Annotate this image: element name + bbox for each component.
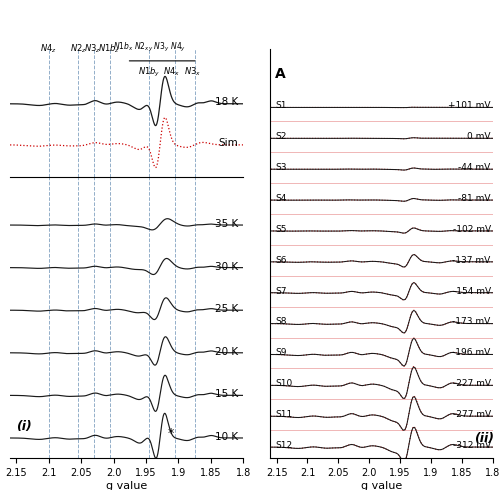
Text: S4: S4	[276, 194, 287, 203]
Text: -173 mV: -173 mV	[452, 318, 490, 326]
Text: -227 mV: -227 mV	[452, 379, 490, 388]
Text: -44 mV: -44 mV	[458, 163, 490, 172]
Text: *: *	[168, 427, 173, 440]
Text: 15 K: 15 K	[214, 389, 238, 399]
Text: (i): (i)	[16, 420, 32, 434]
Text: -312 mV: -312 mV	[452, 441, 490, 450]
Text: 35 K: 35 K	[214, 219, 238, 229]
Text: -196 mV: -196 mV	[452, 348, 490, 357]
Text: $N4_z$: $N4_z$	[40, 43, 58, 55]
Text: S1: S1	[276, 101, 287, 110]
Text: S9: S9	[276, 348, 287, 357]
Text: S5: S5	[276, 225, 287, 234]
X-axis label: g value: g value	[106, 481, 147, 490]
Text: $N4_x$: $N4_x$	[164, 66, 180, 78]
Text: -137 mV: -137 mV	[452, 256, 490, 265]
Text: 18 K: 18 K	[214, 97, 238, 107]
Text: -102 mV: -102 mV	[452, 225, 490, 234]
Text: S12: S12	[276, 441, 292, 450]
Text: $N1b_y$: $N1b_y$	[138, 66, 160, 78]
Text: -81 mV: -81 mV	[458, 194, 490, 203]
Text: 10 K: 10 K	[215, 432, 238, 442]
Text: S11: S11	[276, 410, 292, 419]
Text: 20 K: 20 K	[215, 347, 238, 357]
Text: S7: S7	[276, 287, 287, 295]
Text: -154 mV: -154 mV	[452, 287, 490, 295]
Text: 30 K: 30 K	[215, 262, 238, 271]
X-axis label: g value: g value	[361, 481, 402, 490]
Text: $N1b_z$: $N1b_z$	[98, 43, 120, 55]
Text: $N2_z$: $N2_z$	[70, 43, 86, 55]
Text: S2: S2	[276, 132, 287, 141]
Text: S8: S8	[276, 318, 287, 326]
Text: (ii): (ii)	[474, 432, 494, 445]
Text: -277 mV: -277 mV	[452, 410, 490, 419]
Text: S10: S10	[276, 379, 292, 388]
Text: A: A	[276, 67, 286, 81]
Text: S6: S6	[276, 256, 287, 265]
Text: 25 K: 25 K	[214, 304, 238, 314]
Text: $N3_x$: $N3_x$	[184, 66, 201, 78]
Text: +101 mV: +101 mV	[448, 101, 490, 110]
Text: $N1b_x$ $N2_{xy}$ $N3_y$ $N4_y$: $N1b_x$ $N2_{xy}$ $N3_y$ $N4_y$	[112, 41, 186, 53]
Text: Sim: Sim	[218, 138, 238, 148]
Text: 0 mV: 0 mV	[467, 132, 490, 141]
Text: $N3_z$: $N3_z$	[84, 43, 100, 55]
Text: S3: S3	[276, 163, 287, 172]
